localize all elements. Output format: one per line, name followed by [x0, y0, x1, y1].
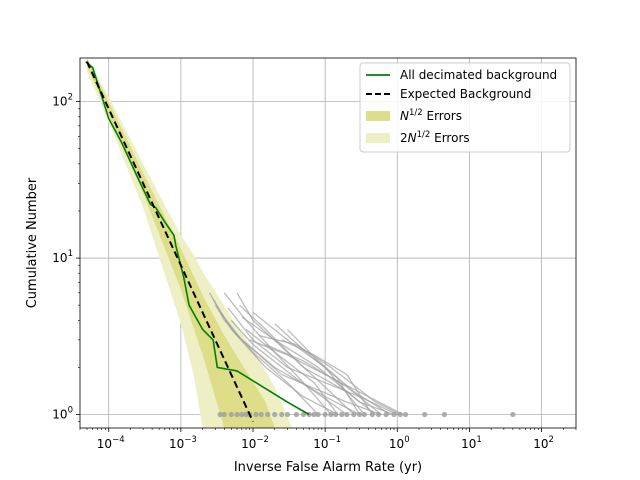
- series-lines: [85, 61, 310, 423]
- x-tick-label: 102: [533, 435, 554, 451]
- loudest-point: [221, 411, 227, 418]
- legend-label-decimated: All decimated background: [400, 68, 557, 82]
- loudest-point: [217, 411, 223, 418]
- loudest-point: [311, 411, 317, 418]
- band-1sigma: [87, 58, 275, 428]
- loudest-point: [402, 411, 409, 418]
- loudest-point: [356, 411, 363, 418]
- y-tick-label: 100: [52, 406, 73, 422]
- decimated-background-line: [85, 61, 310, 416]
- legend-label-err1: N1/2 Errors: [400, 108, 462, 123]
- loudest-point: [293, 411, 300, 418]
- loudest-point: [344, 411, 350, 418]
- legend-swatch-err2: [366, 133, 390, 143]
- loudest-point: [328, 411, 334, 418]
- loudest-point: [228, 411, 234, 418]
- y-tick-label: 101: [52, 249, 73, 265]
- x-axis-label: Inverse False Alarm Rate (yr): [234, 460, 422, 475]
- legend-swatch-err1: [366, 111, 390, 121]
- background-trace: [274, 323, 361, 415]
- band-2sigma: [87, 58, 293, 428]
- loudest-point: [265, 411, 271, 418]
- legend: All decimated background Expected Backgro…: [359, 62, 571, 153]
- legend-box: [359, 62, 571, 153]
- loudest-point: [239, 411, 245, 418]
- loudest-point: [279, 411, 285, 418]
- loudest-point: [258, 411, 264, 418]
- loudest-point: [383, 411, 389, 418]
- x-tick-label: 10−4: [97, 435, 125, 451]
- loudest-point: [339, 411, 345, 418]
- loudest-point: [510, 411, 516, 418]
- background-traces: [209, 292, 404, 416]
- loudest-point: [272, 411, 278, 418]
- loudest-point: [284, 411, 291, 418]
- background-trace: [245, 328, 339, 415]
- x-axis-ticks: 10−4 10−3 10−2 10−1 100 101 102: [79, 428, 577, 451]
- loudest-point: [243, 411, 249, 418]
- loudest-point: [234, 411, 240, 418]
- expected-background-line: [86, 61, 254, 423]
- loudest-point: [391, 411, 397, 418]
- y-axis-ticks: 100 101 102: [52, 93, 80, 422]
- x-tick-label: 10−2: [241, 435, 269, 451]
- x-tick-label: 10−1: [313, 435, 341, 451]
- loudest-point: [351, 411, 357, 418]
- background-trace: [286, 328, 391, 416]
- loudest-point: [322, 411, 328, 418]
- loudest-point: [300, 411, 307, 418]
- loudest-point: [253, 411, 259, 418]
- x-tick-label: 10−3: [169, 435, 197, 451]
- plot-frame: [79, 57, 577, 429]
- loudest-point: [333, 411, 339, 418]
- background-trace: [236, 292, 355, 415]
- x-tick-label: 100: [389, 435, 410, 451]
- loudest-point: [361, 411, 367, 418]
- x-tick-label: 101: [461, 435, 482, 451]
- loudest-point: [369, 411, 375, 418]
- error-bands: [87, 58, 293, 428]
- loudest-point: [441, 411, 448, 418]
- legend-label-err2: 2N1/2 Errors: [400, 130, 470, 145]
- y-axis-label: Cumulative Number: [25, 177, 40, 308]
- loudest-point: [397, 411, 403, 418]
- loudest-points: [217, 411, 516, 418]
- background-trace: [230, 319, 348, 416]
- loudest-point: [422, 411, 428, 418]
- background-trace: [219, 311, 382, 416]
- loudest-point: [375, 411, 382, 418]
- y-tick-label: 102: [52, 93, 73, 109]
- loudest-point: [315, 411, 321, 418]
- legend-label-expected: Expected Background: [400, 87, 531, 101]
